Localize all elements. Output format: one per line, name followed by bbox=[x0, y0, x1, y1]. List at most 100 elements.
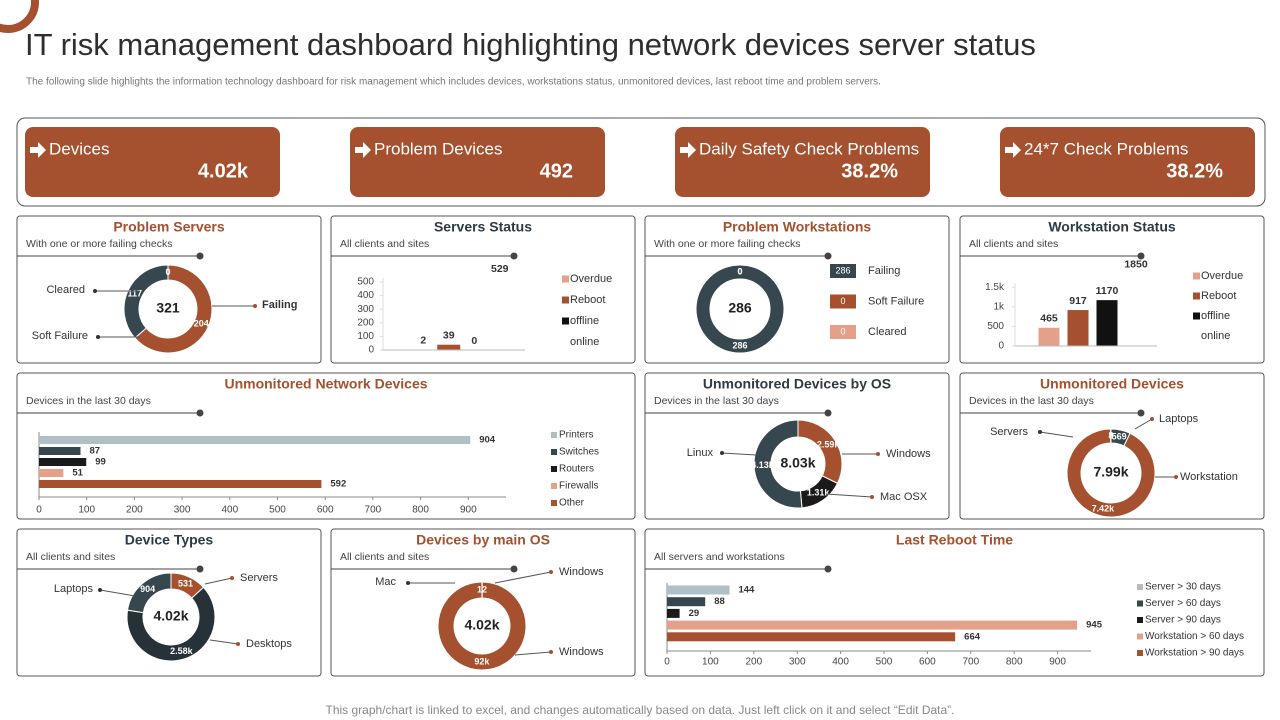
leader-line bbox=[721, 452, 757, 456]
bar bbox=[39, 480, 322, 488]
bar-value-label: 1170 bbox=[1096, 285, 1119, 297]
leader-dot bbox=[96, 335, 100, 339]
category-label: Soft Failure bbox=[32, 330, 88, 342]
category-label: Mac OSX bbox=[880, 491, 928, 503]
legend-label: Server > 90 days bbox=[1145, 615, 1221, 626]
y-tick-label: 200 bbox=[357, 317, 374, 328]
divider-dot bbox=[196, 409, 204, 417]
y-tick-label: 0 bbox=[998, 341, 1004, 352]
legend-label: Other bbox=[559, 498, 585, 509]
y-tick-label: 500 bbox=[987, 321, 1004, 332]
bar-value-label: 2 bbox=[420, 335, 426, 347]
bar-value-label: 99 bbox=[95, 457, 106, 468]
divider-dot bbox=[1137, 409, 1145, 417]
category-label: Linux bbox=[687, 447, 714, 459]
x-tick-label: 0 bbox=[664, 657, 670, 668]
kpi-value: 38.2% bbox=[841, 160, 898, 182]
leader-dot bbox=[236, 642, 240, 646]
divider-dot bbox=[510, 565, 518, 573]
donut-segment bbox=[437, 581, 527, 671]
donut-segment bbox=[1066, 428, 1156, 518]
legend-label: Reboot bbox=[570, 294, 605, 306]
legend-swatch bbox=[1137, 584, 1143, 590]
donut-hole bbox=[144, 590, 198, 644]
chart-title: Last Reboot Time bbox=[896, 532, 1013, 548]
segment-value-label: 904 bbox=[140, 584, 155, 594]
legend-label: Workstation > 90 days bbox=[1145, 648, 1244, 659]
legend-label: online bbox=[1201, 330, 1230, 342]
donut-center-label: 8.03k bbox=[780, 455, 815, 471]
leader-dot bbox=[406, 581, 410, 585]
bar bbox=[667, 585, 730, 595]
legend-value-box bbox=[830, 325, 856, 339]
segment-value-label: 0 bbox=[737, 266, 742, 276]
category-label: Cleared bbox=[46, 284, 85, 296]
kpi-card bbox=[25, 127, 280, 197]
segment-value-label: 0 bbox=[737, 266, 742, 276]
category-label: Workstation bbox=[1180, 471, 1238, 483]
donut-center-label: 7.99k bbox=[1093, 464, 1128, 480]
bar-value-label: 51 bbox=[72, 468, 83, 479]
bar bbox=[1096, 300, 1118, 346]
divider-dot bbox=[196, 565, 204, 573]
legend-swatch bbox=[1193, 312, 1200, 320]
leader-line bbox=[1039, 431, 1074, 438]
bar bbox=[39, 436, 471, 444]
legend-value-box bbox=[830, 294, 856, 309]
category-label: Mac bbox=[375, 576, 396, 588]
donut-hole bbox=[455, 599, 509, 653]
legend-label: Reboot bbox=[1201, 290, 1236, 302]
leader-dot bbox=[230, 576, 234, 580]
legend-swatch bbox=[1193, 292, 1200, 300]
bar bbox=[667, 632, 956, 642]
segment-value-label: 7.42k bbox=[1092, 503, 1116, 513]
legend-swatch bbox=[1137, 633, 1143, 640]
legend-swatch bbox=[1193, 272, 1200, 280]
donut-segment bbox=[134, 264, 213, 354]
bar-value-label: 664 bbox=[964, 631, 981, 642]
chart-title: Unmonitored Network Devices bbox=[224, 376, 427, 392]
kpi-label: Devices bbox=[49, 139, 109, 158]
legend-swatch bbox=[551, 483, 557, 489]
legend-value-box bbox=[830, 264, 856, 278]
donut-segment bbox=[695, 264, 785, 354]
category-label: Servers bbox=[240, 572, 278, 584]
x-tick-label: 700 bbox=[365, 505, 382, 516]
legend-label: Soft Failure bbox=[868, 295, 924, 307]
legend-swatch bbox=[1137, 650, 1143, 656]
arrow-icon bbox=[680, 142, 696, 158]
legend-swatch bbox=[551, 432, 557, 438]
donut-segment bbox=[123, 264, 169, 339]
x-tick-label: 400 bbox=[832, 657, 849, 668]
donut-hole bbox=[772, 438, 824, 490]
kpi-value: 4.02k bbox=[198, 160, 249, 182]
segment-value-label: 2.59k bbox=[817, 440, 841, 450]
chart-title: Servers Status bbox=[434, 219, 532, 235]
x-tick-label: 300 bbox=[789, 657, 806, 668]
x-tick-label: 300 bbox=[174, 505, 191, 516]
bar bbox=[437, 344, 461, 350]
divider-dot bbox=[824, 565, 832, 573]
leader-line bbox=[825, 493, 873, 498]
bar bbox=[1125, 273, 1147, 346]
arrow-icon bbox=[355, 142, 371, 158]
chart-title: Problem Servers bbox=[113, 219, 224, 235]
bar bbox=[667, 597, 706, 607]
segment-value-label: 12 bbox=[477, 584, 487, 594]
segment-value-label: 2.58k bbox=[170, 646, 194, 656]
bar bbox=[488, 278, 512, 350]
chart-title: Problem Workstations bbox=[723, 219, 872, 235]
leader-dot bbox=[549, 570, 553, 574]
donut-center-label: 4.02k bbox=[464, 617, 499, 633]
leader-line bbox=[99, 589, 136, 597]
bar-value-label: 917 bbox=[1069, 295, 1087, 307]
x-tick-label: 500 bbox=[269, 505, 286, 516]
kpi-value: 38.2% bbox=[1166, 160, 1223, 182]
bar bbox=[39, 447, 81, 455]
bar-value-label: 592 bbox=[330, 479, 346, 490]
bar bbox=[39, 469, 64, 477]
corner-decoration bbox=[0, 0, 39, 33]
x-tick-label: 800 bbox=[412, 505, 429, 516]
x-tick-label: 600 bbox=[919, 657, 936, 668]
